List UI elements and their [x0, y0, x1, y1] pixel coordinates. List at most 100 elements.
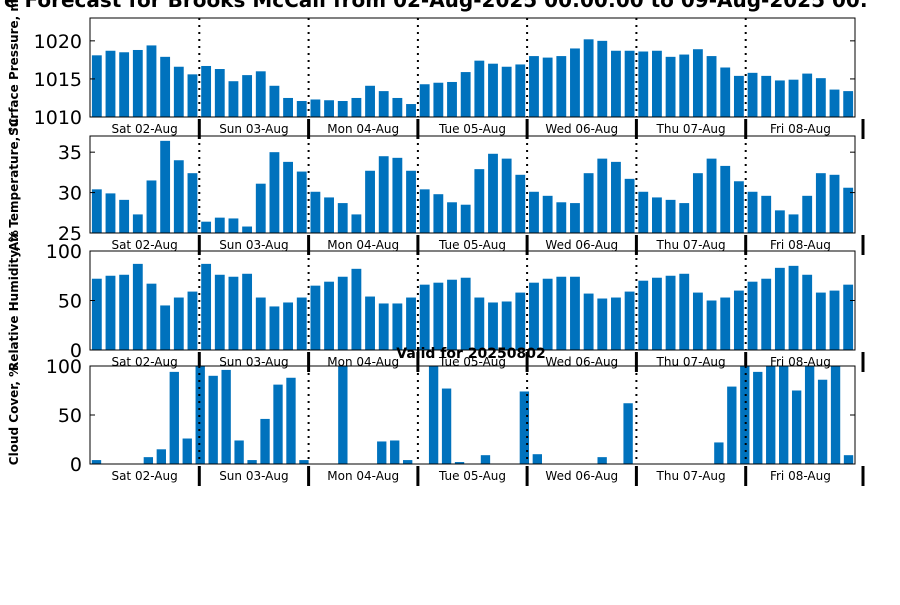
bar [234, 440, 244, 464]
bar [611, 161, 621, 233]
bar [187, 291, 198, 350]
x-tick-label: Mon 04-Aug [327, 469, 399, 483]
bar [378, 156, 389, 233]
bar [377, 441, 387, 464]
bar [501, 66, 512, 117]
bar [146, 180, 157, 233]
bar [169, 371, 179, 464]
bar [761, 278, 772, 350]
bar [269, 152, 280, 233]
bar [283, 97, 293, 117]
bar [132, 49, 143, 118]
bar [201, 263, 212, 350]
bar [474, 60, 485, 117]
bar [214, 69, 225, 117]
bar [519, 391, 530, 464]
bar [247, 460, 257, 464]
bar [766, 366, 776, 464]
bar [201, 221, 212, 233]
x-tick-label: Tue 05-Aug [438, 238, 506, 252]
x-tick-label: Fri 08-Aug [770, 238, 831, 252]
x-tick-label: Mon 04-Aug [327, 355, 399, 369]
y-tick-label: 1010 [34, 107, 82, 129]
bar [324, 281, 334, 350]
bar [428, 366, 439, 464]
bar [182, 438, 192, 464]
bar [419, 84, 430, 117]
bar [843, 284, 854, 350]
bar [733, 181, 744, 233]
bar [221, 369, 231, 464]
bar [378, 91, 389, 117]
bar [269, 85, 280, 117]
bar [146, 283, 157, 350]
bar [208, 375, 218, 464]
bar [403, 460, 413, 464]
bar [406, 104, 416, 117]
bar [515, 174, 526, 233]
bar [597, 40, 608, 117]
bar [119, 52, 130, 117]
bar [829, 290, 840, 350]
bar [665, 56, 676, 117]
bar [474, 169, 485, 233]
bar [556, 56, 567, 117]
bar [515, 64, 526, 117]
bar [283, 161, 293, 233]
bar [310, 99, 321, 117]
x-tick-label: Fri 08-Aug [770, 122, 831, 136]
bar [815, 292, 826, 350]
bar [624, 178, 635, 233]
bar [501, 158, 512, 233]
bar [390, 440, 400, 464]
x-tick-label: Wed 06-Aug [545, 122, 618, 136]
bar [365, 85, 375, 117]
y-tick-label: 1020 [34, 31, 82, 53]
x-tick-label: Tue 05-Aug [438, 469, 506, 483]
bar [255, 183, 266, 233]
bar [392, 303, 403, 350]
bar [378, 303, 389, 350]
bar [727, 386, 737, 464]
bar [692, 49, 703, 117]
bar [706, 158, 717, 233]
bar [447, 81, 457, 117]
bar [665, 275, 676, 350]
bar [843, 187, 854, 233]
bar [299, 460, 309, 464]
bar [706, 300, 717, 350]
bar [611, 297, 621, 350]
x-tick-label: Thu 07-Aug [656, 355, 726, 369]
bar [337, 101, 348, 117]
panel-2: 25 30 35 Air Temperature, °C Sat 02-Aug Sun 0… [7, 118, 865, 255]
bar [201, 65, 212, 117]
bar [638, 191, 649, 233]
bar [132, 214, 143, 233]
bar [460, 204, 471, 233]
bar [173, 297, 184, 350]
bar [624, 291, 635, 350]
x-tick-label: Mon 04-Aug [327, 122, 399, 136]
x-tick-label: Fri 08-Aug [770, 469, 831, 483]
bar [337, 276, 348, 350]
bar [488, 302, 498, 350]
y-tick-label: 100 [46, 241, 82, 263]
bar [556, 276, 567, 350]
bar [105, 50, 116, 117]
y-axis-label: Air Temperature, °C [7, 118, 21, 252]
x-tick-label: Sun 03-Aug [219, 355, 288, 369]
y-tick-label: 25 [58, 223, 82, 245]
bar [296, 297, 307, 350]
y-tick-label: 0 [70, 340, 82, 362]
bar [160, 140, 171, 233]
valid-date-label: Valid for 20250802 [396, 346, 545, 362]
bar [310, 285, 321, 350]
bar [242, 75, 253, 117]
bar [228, 218, 239, 233]
bar [365, 296, 375, 350]
bar [324, 100, 334, 117]
bar [91, 460, 102, 464]
bar [720, 297, 731, 350]
